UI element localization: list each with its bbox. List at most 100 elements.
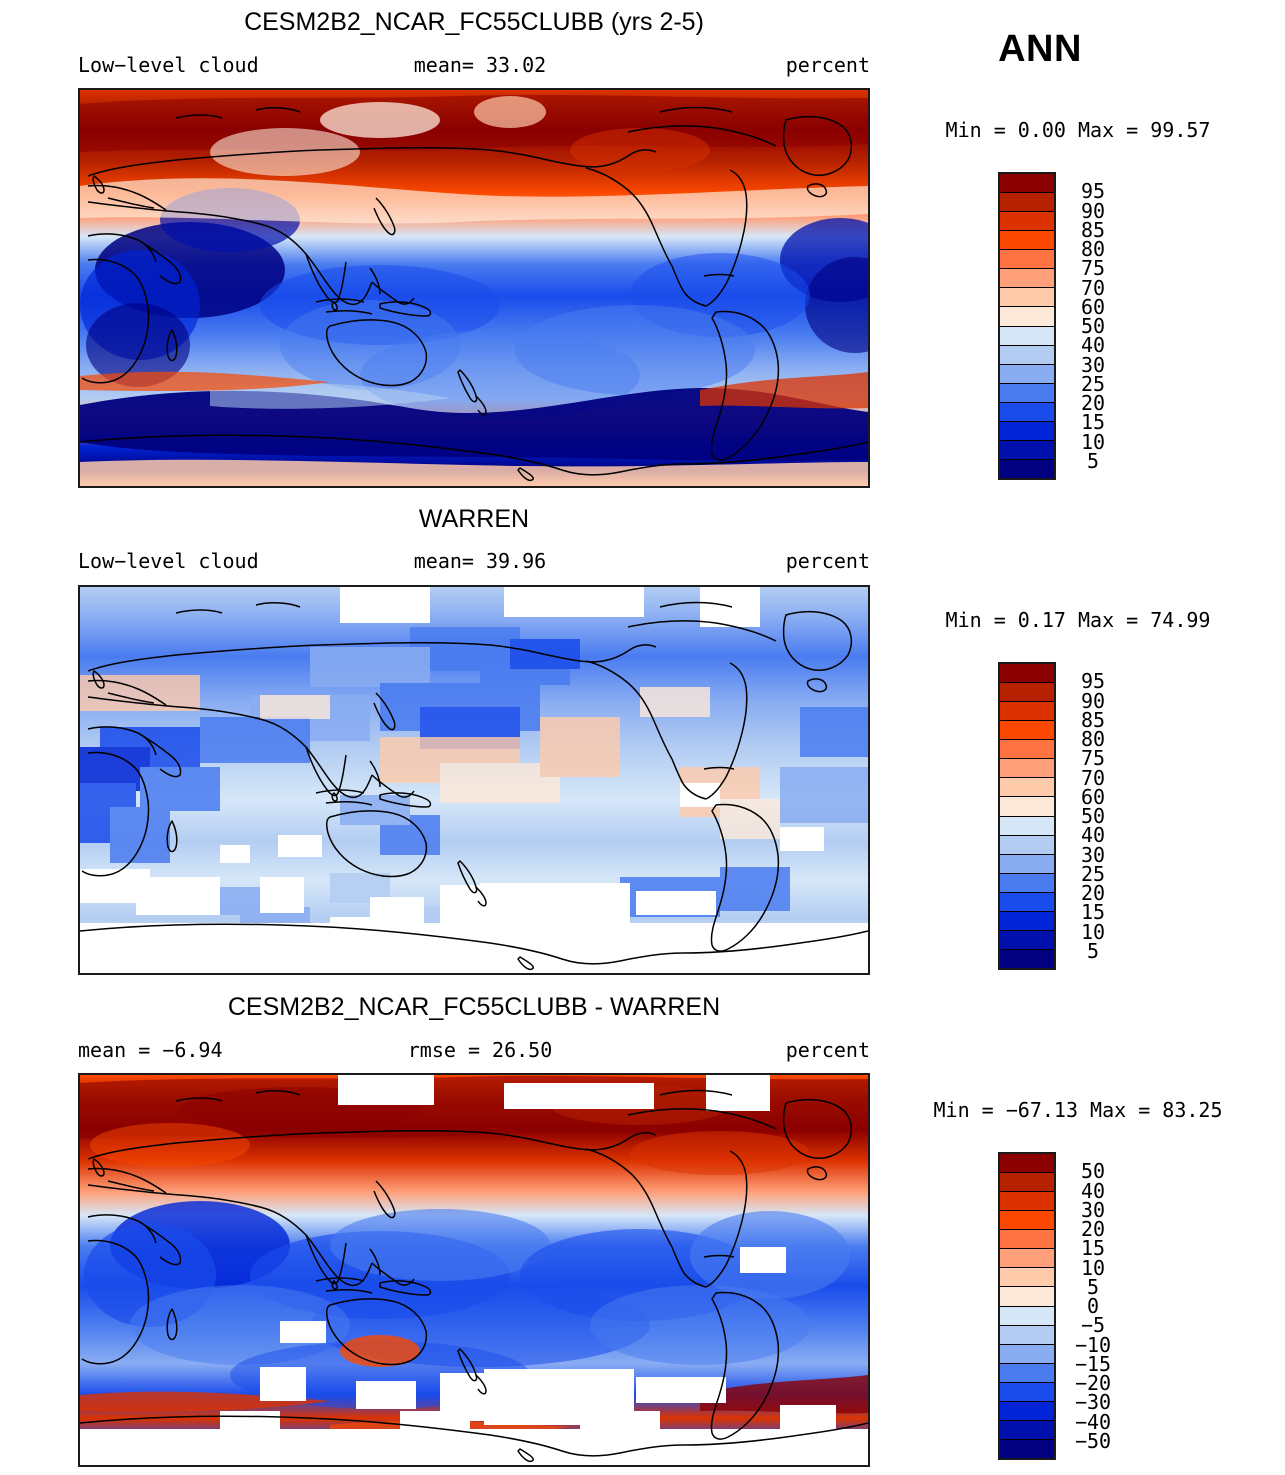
panel-stat-obs: mean= 39.96: [413, 549, 547, 573]
colorbar-band: [1000, 721, 1054, 741]
colorbar-band: [1000, 1230, 1054, 1250]
colorbar-tick-label: 95: [1080, 669, 1106, 694]
colorbar-tick-label: 5: [1086, 1274, 1100, 1299]
colorbar-band: [1000, 759, 1054, 779]
colorbar-band: [1000, 212, 1054, 232]
coastlines: [80, 1089, 868, 1463]
colorbar-band: [1000, 459, 1054, 478]
colorbar-tick-label: −50: [1074, 1428, 1112, 1453]
colorbar-band: [1000, 778, 1054, 798]
colorbar-band: [1000, 1249, 1054, 1269]
map-image-model: [80, 90, 868, 486]
colorbar-band: [1000, 1192, 1054, 1212]
panel-variable-obs: Low−level cloud: [78, 549, 259, 573]
colorbar-band: [1000, 683, 1054, 703]
colorbar-tick-label: 0: [1086, 1294, 1100, 1318]
colorbar-band: [1000, 949, 1054, 968]
map-image-obs: [80, 587, 868, 973]
colorbar-tick-label: 5: [1086, 938, 1100, 963]
colorbar-tick-label: −40: [1074, 1409, 1112, 1434]
colorbar-tick-label: 40: [1080, 333, 1106, 358]
colorbar-band: [1000, 1154, 1054, 1174]
colorbar-labels-obs: 95 90 85 80 75 70 60 50 40 30 25 20 15 10 5: [1056, 662, 1130, 970]
panel-variable-model: Low−level cloud: [78, 53, 259, 77]
colorbar-model[interactable]: [998, 172, 1056, 480]
colorbar-band: [1000, 702, 1054, 722]
colorbar-band: [1000, 664, 1054, 684]
colorbar-band: [1000, 440, 1054, 460]
colorbar-tick-label: 50: [1080, 1159, 1106, 1184]
colorbar-band: [1000, 797, 1054, 817]
colorbar-tick-label: 75: [1080, 746, 1106, 771]
colorbar-band: [1000, 250, 1054, 270]
panel-units-model: percent: [785, 53, 870, 77]
panel-title-model: CESM2B2_NCAR_FC55CLUBB (yrs 2-5): [244, 8, 704, 36]
panel-title-obs: WARREN: [418, 505, 530, 533]
map-panel-model[interactable]: [78, 88, 870, 488]
colorbar-tick-label: 70: [1080, 275, 1106, 300]
colorbar-tick-label: 50: [1080, 314, 1106, 338]
colorbar-difference[interactable]: [998, 1152, 1056, 1460]
panel-mean-difference: mean = −6.94: [78, 1038, 223, 1062]
colorbar-band: [1000, 1306, 1054, 1326]
missing-data-blocks: [80, 1075, 868, 1465]
colorbar-band: [1000, 1439, 1054, 1458]
coastlines: [80, 601, 868, 971]
colorbar-tick-label: 15: [1080, 410, 1106, 435]
colorbar-tick-label: 20: [1080, 391, 1106, 415]
colorbar-tick-label: 50: [1080, 804, 1106, 828]
colorbar-band: [1000, 930, 1054, 950]
colorbar-tick-label: 10: [1080, 1255, 1106, 1280]
colorbar-band: [1000, 740, 1054, 760]
colorbar-tick-label: −5: [1080, 1313, 1106, 1338]
colorbar-band: [1000, 1325, 1054, 1345]
colorbar-band: [1000, 174, 1054, 194]
colorbar-tick-label: 30: [1080, 842, 1106, 867]
colorbar-band: [1000, 854, 1054, 874]
colorbar-tick-label: −15: [1074, 1351, 1112, 1376]
colorbar-band: [1000, 873, 1054, 893]
colorbar-labels-model: 95 90 85 80 75 70 60 50 40 30 25 20 15 10 5: [1056, 172, 1130, 480]
colorbar-band: [1000, 269, 1054, 289]
colorbar-tick-label: 95: [1080, 179, 1106, 204]
colorbar-tick-label: 90: [1080, 688, 1106, 713]
map-panel-difference[interactable]: [78, 1073, 870, 1467]
colorbar-band: [1000, 835, 1054, 855]
colorbar-tick-label: 5: [1086, 448, 1100, 473]
colorbar-tick-label: −10: [1074, 1332, 1112, 1357]
map-panel-obs[interactable]: [78, 585, 870, 975]
minmax-difference: Min = −67.13 Max = 83.25: [933, 1098, 1223, 1122]
colorbar-tick-label: 40: [1080, 1178, 1106, 1203]
colorbar-tick-label: 20: [1080, 1217, 1106, 1241]
colorbar-tick-label: 25: [1080, 371, 1106, 396]
colorbar-band: [1000, 307, 1054, 327]
colorbar-tick-label: 60: [1080, 294, 1106, 319]
colorbar-band: [1000, 1287, 1054, 1307]
colorbar-band: [1000, 421, 1054, 441]
colorbar-band: [1000, 193, 1054, 213]
map-image-difference: [80, 1075, 868, 1465]
colorbar-band: [1000, 892, 1054, 912]
colorbar-band: [1000, 383, 1054, 403]
colorbar-tick-label: 25: [1080, 861, 1106, 886]
colorbar-tick-label: 85: [1080, 707, 1106, 732]
colorbar-tick-label: 80: [1080, 727, 1106, 751]
colorbar-band: [1000, 364, 1054, 384]
coastlines: [80, 106, 868, 482]
colorbar-obs[interactable]: [998, 662, 1056, 970]
colorbar-band: [1000, 326, 1054, 346]
colorbar-band: [1000, 911, 1054, 931]
colorbar-tick-label: 15: [1080, 1236, 1106, 1261]
colorbar-band: [1000, 1401, 1054, 1421]
colorbar-tick-label: 30: [1080, 352, 1106, 377]
colorbar-tick-label: 70: [1080, 765, 1106, 790]
colorbar-band: [1000, 1173, 1054, 1193]
panel-units-obs: percent: [785, 549, 870, 573]
colorbar-tick-label: 20: [1080, 881, 1106, 905]
colorbar-band: [1000, 816, 1054, 836]
colorbar-band: [1000, 402, 1054, 422]
minmax-obs: Min = 0.17 Max = 74.99: [945, 608, 1211, 632]
season-label: ANN: [998, 28, 1082, 70]
colorbar-tick-label: 60: [1080, 784, 1106, 809]
